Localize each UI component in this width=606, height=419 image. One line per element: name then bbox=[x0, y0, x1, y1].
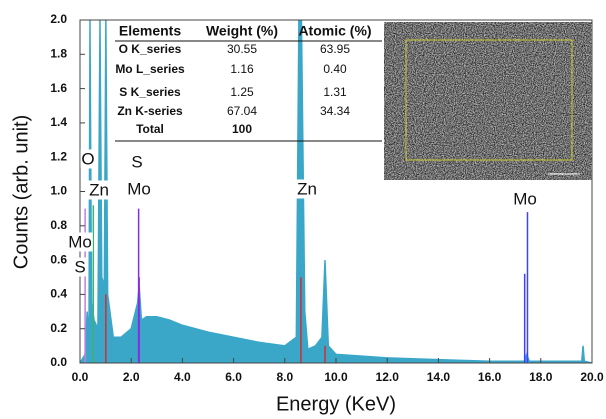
y-tick-label: 1.6 bbox=[50, 81, 67, 95]
y-tick-label: 1.8 bbox=[50, 46, 67, 60]
table-cell: Zn K-series bbox=[117, 104, 183, 118]
x-tick-label: 10.0 bbox=[324, 370, 348, 384]
x-tick-label: 8.0 bbox=[276, 370, 293, 384]
x-tick-label: 2.0 bbox=[123, 370, 140, 384]
x-tick-label: 14.0 bbox=[427, 370, 451, 384]
table-cell: 1.31 bbox=[323, 85, 347, 99]
element-label: Mo bbox=[127, 179, 151, 198]
table-cell: 0.40 bbox=[323, 62, 347, 76]
table-header: Elements bbox=[119, 23, 181, 39]
y-tick-label: 0.0 bbox=[50, 355, 67, 369]
table-cell: 63.95 bbox=[320, 42, 350, 56]
element-label: S bbox=[131, 152, 142, 171]
x-tick-label: 6.0 bbox=[225, 370, 242, 384]
element-label: Mo bbox=[513, 189, 537, 208]
table-header: Atomic (%) bbox=[298, 23, 371, 39]
y-tick-label: 1.0 bbox=[50, 184, 67, 198]
y-tick-label: 1.2 bbox=[50, 149, 67, 163]
label-bg bbox=[126, 179, 152, 199]
table-cell: S K_series bbox=[119, 85, 181, 99]
element-label: Zn bbox=[297, 179, 317, 198]
element-label: Zn bbox=[89, 180, 109, 199]
element-label: Mo bbox=[68, 232, 92, 251]
element-label: O bbox=[81, 149, 94, 168]
label-bg bbox=[88, 180, 110, 200]
x-tick-label: 0.0 bbox=[72, 370, 89, 384]
label-bg bbox=[73, 257, 87, 277]
x-tick-label: 4.0 bbox=[174, 370, 191, 384]
label-bg bbox=[67, 232, 93, 252]
label-bg bbox=[512, 189, 538, 209]
y-tick-label: 0.4 bbox=[50, 287, 67, 301]
table-cell: 1.16 bbox=[230, 62, 254, 76]
x-tick-label: 12.0 bbox=[376, 370, 400, 384]
y-tick-label: 0.2 bbox=[50, 321, 67, 335]
x-tick-label: 16.0 bbox=[478, 370, 502, 384]
y-tick-label: 1.4 bbox=[50, 115, 67, 129]
table-cell: 1.25 bbox=[230, 85, 254, 99]
x-tick-label: 20.0 bbox=[580, 370, 604, 384]
table-cell: Mo L_series bbox=[115, 62, 185, 76]
table-cell: Total bbox=[136, 122, 164, 136]
y-tick-label: 0.8 bbox=[50, 218, 67, 232]
label-bg bbox=[130, 152, 144, 172]
y-tick-label: 2.0 bbox=[50, 12, 67, 26]
table-cell: 67.04 bbox=[227, 104, 257, 118]
x-axis-label: Energy (KeV) bbox=[276, 393, 396, 415]
table-header: Weight (%) bbox=[206, 23, 278, 39]
table-cell: 30.55 bbox=[227, 42, 257, 56]
y-axis-label: Counts (arb. unit) bbox=[10, 115, 32, 270]
label-bg bbox=[296, 179, 318, 199]
sem-image bbox=[384, 22, 592, 180]
label-bg bbox=[80, 149, 96, 169]
y-tick-label: 0.6 bbox=[50, 252, 67, 266]
element-label: S bbox=[74, 257, 85, 276]
table-cell: 34.34 bbox=[320, 104, 350, 118]
table-cell: 100 bbox=[232, 122, 252, 136]
table-cell: O K_series bbox=[119, 42, 182, 56]
x-tick-label: 18.0 bbox=[529, 370, 553, 384]
